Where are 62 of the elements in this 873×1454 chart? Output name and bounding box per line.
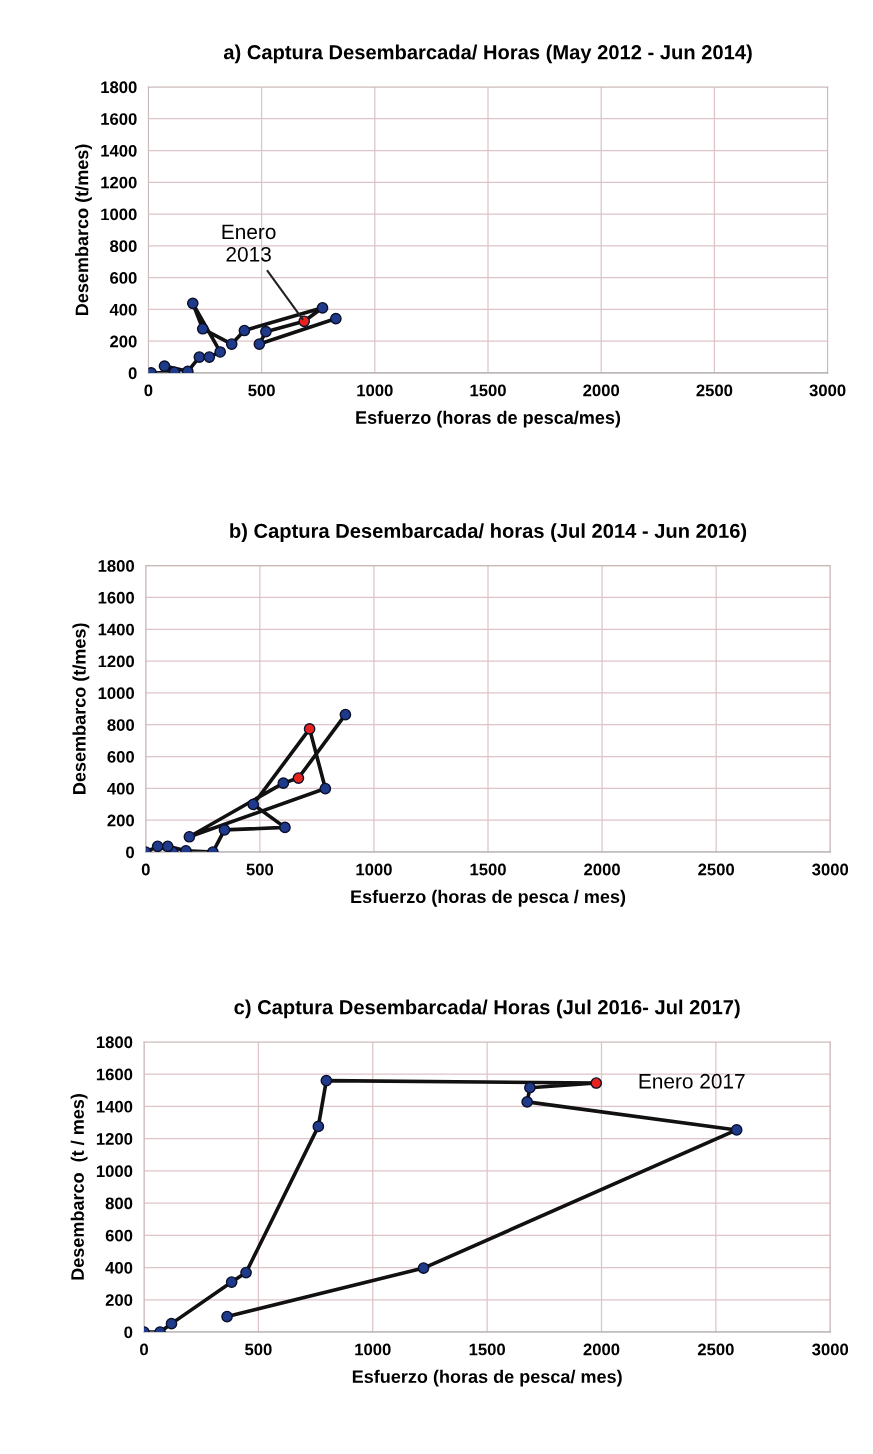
y-axis-title: Desembarco (t/mes): [72, 623, 90, 794]
x-tick-label: 2500: [696, 384, 733, 397]
chart-title: c) Captura Desembarcada/ Horas (Jul 2016- Jul 2017): [234, 999, 740, 1019]
x-axis-title: Esfuerzo (horas de pesca / mes): [351, 889, 626, 907]
x-tick-label: 1000: [357, 384, 393, 397]
y-tick-label: 1400: [96, 1100, 133, 1113]
y-tick-label: 800: [110, 240, 137, 253]
y-tick-label: 1000: [98, 687, 134, 700]
y-tick-label: 1600: [98, 591, 134, 604]
x-tick-label: 1500: [469, 1343, 505, 1356]
x-tick-label: 1500: [470, 863, 506, 876]
x-tick-label: 2500: [697, 1343, 734, 1356]
y-tick-label: 400: [105, 1261, 133, 1274]
y-tick-label: 400: [107, 782, 134, 795]
y-tick-label: 0: [128, 367, 137, 380]
annotation: Enero 2013: [222, 224, 276, 262]
y-tick-label: 1600: [96, 1068, 133, 1081]
y-tick-label: 1800: [98, 560, 134, 572]
y-tick-label: 0: [126, 846, 134, 859]
y-tick-label: 1200: [96, 1133, 133, 1145]
annotation: Enero 2017: [639, 1073, 745, 1089]
y-tick-label: 200: [107, 814, 134, 827]
y-tick-label: 1400: [101, 144, 137, 157]
x-tick-label: 3000: [812, 863, 849, 876]
y-tick-label: 200: [110, 335, 137, 348]
y-tick-label: 600: [105, 1229, 133, 1242]
y-axis-title: Desembarco (t / mes): [70, 1094, 88, 1280]
chart-title: a) Captura Desembarcada/ Horas (May 2012 - Jun 2014): [223, 44, 752, 64]
x-tick-label: 500: [246, 863, 274, 876]
y-tick-label: 200: [105, 1294, 133, 1306]
x-tick-label: 1000: [356, 863, 392, 876]
x-tick-label: 3000: [809, 384, 846, 397]
x-axis-title: Esfuerzo (horas de pesca/mes): [356, 410, 621, 428]
chart-title: b) Captura Desembarcada/ horas (Jul 2014 - Jun 2016): [230, 523, 747, 543]
y-tick-label: 1800: [96, 1036, 133, 1049]
x-tick-label: 500: [248, 384, 275, 397]
x-tick-label: 0: [141, 863, 150, 876]
y-tick-label: 600: [110, 272, 137, 284]
x-tick-label: 2000: [583, 1343, 620, 1356]
x-tick-label: 0: [140, 1343, 148, 1356]
x-tick-label: 3000: [812, 1343, 849, 1356]
y-tick-label: 1200: [98, 655, 134, 668]
y-tick-label: 1600: [101, 113, 137, 125]
x-tick-label: 2000: [584, 863, 620, 876]
y-tick-label: 600: [107, 750, 134, 763]
x-tick-label: 0: [144, 384, 153, 397]
y-axis-title: Desembarco (t/mes): [75, 144, 92, 316]
y-tick-label: 0: [124, 1326, 133, 1339]
x-axis-title: Esfuerzo (horas de pesca/ mes): [352, 1369, 622, 1387]
x-tick-label: 2500: [698, 863, 735, 876]
x-tick-label: 1000: [355, 1343, 391, 1356]
y-tick-label: 800: [107, 719, 134, 731]
x-tick-label: 2000: [583, 384, 620, 397]
y-tick-label: 1200: [101, 176, 137, 189]
x-tick-label: 500: [245, 1343, 272, 1356]
y-tick-label: 1400: [98, 623, 134, 636]
y-tick-label: 400: [109, 303, 137, 316]
y-tick-label: 1800: [101, 81, 137, 94]
x-tick-label: 1500: [470, 384, 506, 397]
y-tick-label: 800: [105, 1197, 133, 1210]
y-tick-label: 1000: [96, 1165, 133, 1178]
y-tick-label: 1000: [101, 208, 137, 221]
